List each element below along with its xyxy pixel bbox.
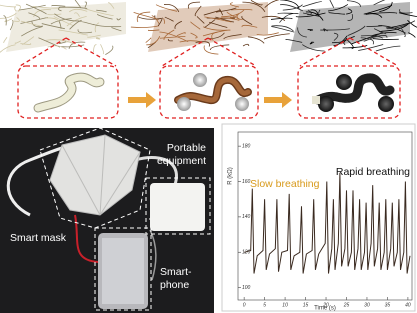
sphere [336,74,352,90]
page: Smart mask Portable equipment Smart- pho… [0,0,417,313]
mat-fiber [329,0,334,8]
mat-fiber [272,26,294,31]
sphere [235,97,249,111]
mat-fiber [0,13,16,18]
sphere [378,96,394,112]
x-tick-label: 35 [385,302,391,308]
photo: Smart mask Portable equipment Smart- pho… [0,128,214,313]
mat-fiber [146,38,151,43]
photo-label: equipment [157,155,206,167]
y-tick-label: 100 [242,285,251,291]
sphere [177,97,191,111]
y-tick-label: 140 [242,214,251,220]
photo-label: Portable [167,142,206,154]
fiber [38,77,100,108]
x-tick-label: 0 [243,302,246,308]
arrow [128,92,156,108]
sphere [318,96,334,112]
x-tick-label: 15 [303,302,309,308]
x-tick-label: 40 [405,302,411,308]
phone-screen [102,238,144,304]
x-axis-label: Time (s) [314,306,336,312]
mat-fiber [0,3,16,7]
x-tick-label: 10 [282,302,288,308]
x-tick-label: 25 [343,302,350,308]
portable-equipment [150,183,205,231]
photo-label: phone [160,279,189,291]
mat-fiber [248,37,264,43]
annotation: Slow breathing [250,178,320,190]
figure: Smart mask Portable equipment Smart- pho… [0,0,417,313]
x-tick-label: 5 [263,302,266,308]
fiber-mats [0,0,417,55]
mat-fiber [278,13,299,14]
fiber-end [312,96,320,104]
mat-fiber [93,45,96,52]
annotation: Rapid breathing [336,166,410,178]
sphere [193,73,207,87]
mat-fiber [303,2,322,7]
mat-fiber [52,5,65,6]
mat-fiber [105,46,113,55]
mat-fiber [243,44,249,46]
mat-fiber [100,44,103,54]
mat-fiber [4,37,7,42]
mat-fiber [408,33,415,38]
mat-fiber [376,46,401,51]
photo-label: Smart mask [10,232,67,244]
photo-label: Smart- [160,266,192,278]
arrow [264,92,292,108]
mat-fiber [204,45,218,54]
y-tick-label: 180 [242,143,251,149]
mat-fiber [48,46,67,50]
mat-fiber [148,30,159,31]
y-axis-label: R (kΩ) [228,167,234,184]
mat-fiber [4,16,7,26]
x-tick-label: 30 [364,302,370,308]
